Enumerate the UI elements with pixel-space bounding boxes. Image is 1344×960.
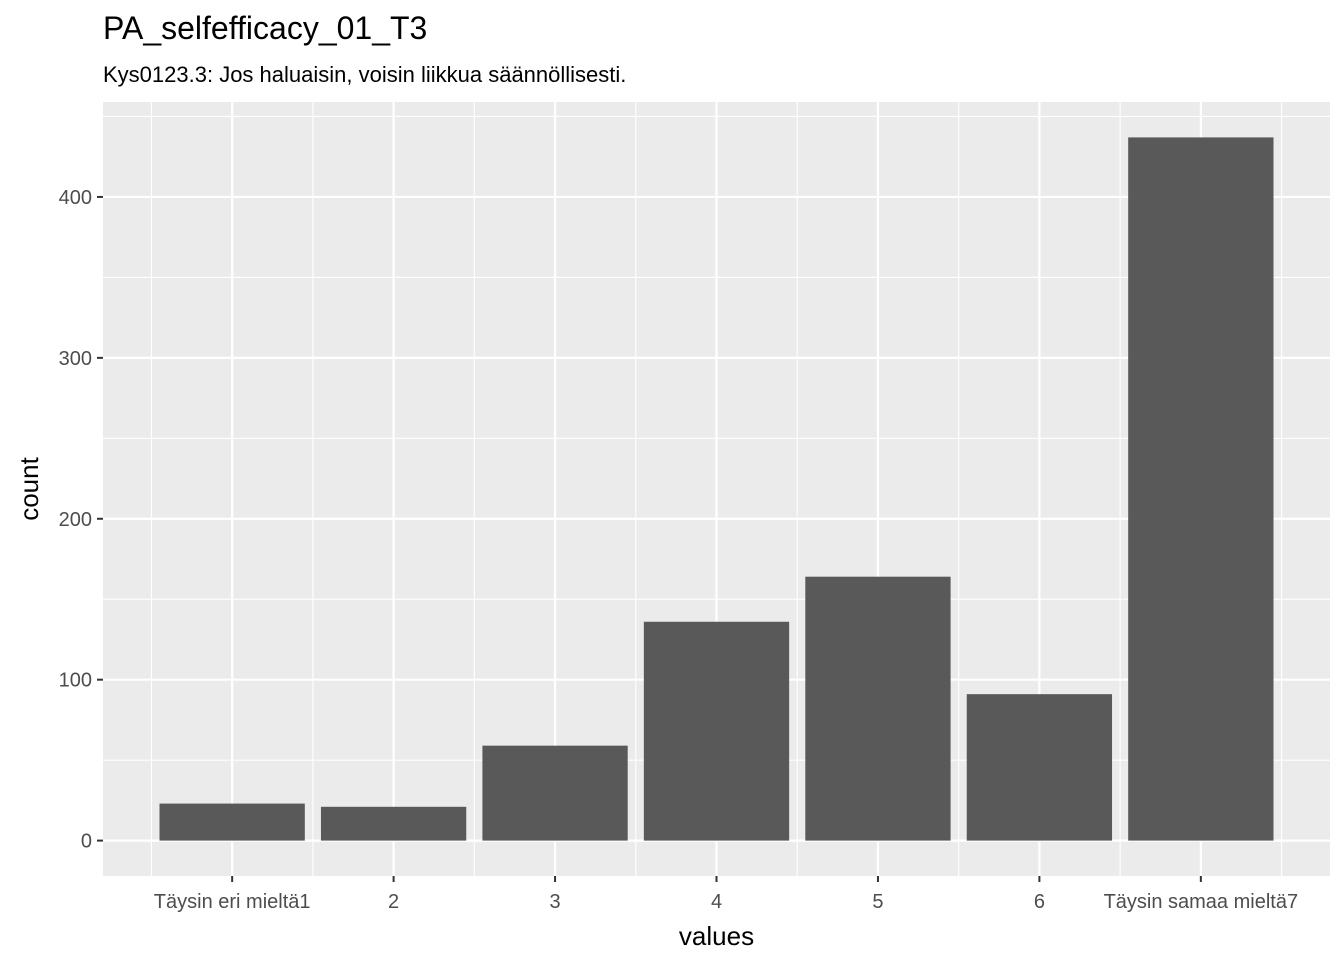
- grid-lines: [103, 102, 1330, 876]
- x-tick-label: 4: [711, 891, 722, 913]
- x-tick-label: 5: [872, 891, 883, 913]
- bars: [159, 137, 1274, 841]
- y-tick-label: 200: [59, 509, 92, 531]
- x-tick-label: Täysin samaa mieltä7: [1104, 891, 1299, 913]
- y-tick-label: 100: [59, 670, 92, 692]
- bar: [966, 694, 1113, 841]
- y-tick-label: 400: [59, 187, 92, 209]
- chart-subtitle: Kys0123.3: Jos haluaisin, voisin liikkua…: [103, 62, 627, 87]
- x-axis: Täysin eri mieltä1 2 3 4 5 6 Täysin samaa miel…: [154, 876, 1298, 913]
- y-axis-title: count: [14, 456, 44, 520]
- bar: [1128, 137, 1274, 841]
- y-tick-label: 300: [59, 348, 92, 370]
- y-axis: 0 100 200 300 400: [59, 187, 103, 853]
- x-tick-label: 6: [1034, 891, 1045, 913]
- y-tick-label: 0: [81, 831, 92, 853]
- x-tick-label: Täysin eri mieltä1: [154, 891, 311, 913]
- x-tick-label: 3: [549, 891, 560, 913]
- x-axis-title: values: [679, 921, 754, 951]
- x-tick-label: 2: [388, 891, 399, 913]
- bar: [805, 576, 951, 841]
- bar: [159, 803, 305, 841]
- bar: [643, 621, 790, 841]
- chart-title: PA_selfefficacy_01_T3: [103, 10, 428, 46]
- bar: [320, 806, 467, 841]
- bar: [482, 745, 628, 841]
